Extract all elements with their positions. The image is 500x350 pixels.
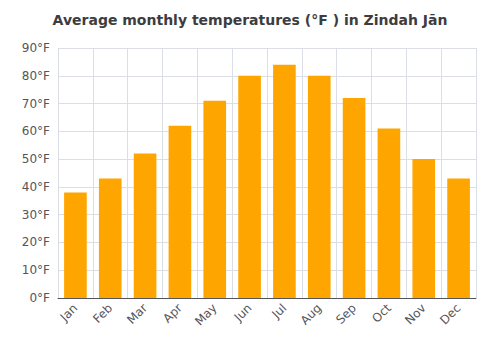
svg-text:Oct: Oct bbox=[369, 301, 394, 326]
svg-text:80°F: 80°F bbox=[22, 69, 50, 83]
svg-text:90°F: 90°F bbox=[22, 41, 50, 55]
svg-text:Nov: Nov bbox=[402, 301, 428, 327]
svg-text:Jan: Jan bbox=[57, 301, 81, 325]
svg-text:20°F: 20°F bbox=[22, 235, 50, 249]
svg-text:Jun: Jun bbox=[231, 301, 255, 325]
svg-text:Average monthly temperatures (: Average monthly temperatures (°F ) in Zi… bbox=[53, 12, 448, 28]
svg-text:Dec: Dec bbox=[437, 301, 463, 327]
svg-text:60°F: 60°F bbox=[22, 124, 50, 138]
svg-text:10°F: 10°F bbox=[22, 263, 50, 277]
svg-text:30°F: 30°F bbox=[22, 208, 50, 222]
svg-text:50°F: 50°F bbox=[22, 152, 50, 166]
svg-text:Feb: Feb bbox=[90, 301, 115, 326]
svg-text:Aug: Aug bbox=[298, 301, 324, 327]
svg-text:70°F: 70°F bbox=[22, 97, 50, 111]
svg-text:Apr: Apr bbox=[160, 301, 185, 326]
svg-text:0°F: 0°F bbox=[29, 291, 50, 305]
svg-text:May: May bbox=[192, 301, 219, 328]
svg-text:40°F: 40°F bbox=[22, 180, 50, 194]
svg-text:Mar: Mar bbox=[124, 301, 150, 327]
svg-text:Sep: Sep bbox=[333, 301, 359, 327]
svg-text:Jul: Jul bbox=[269, 301, 290, 322]
